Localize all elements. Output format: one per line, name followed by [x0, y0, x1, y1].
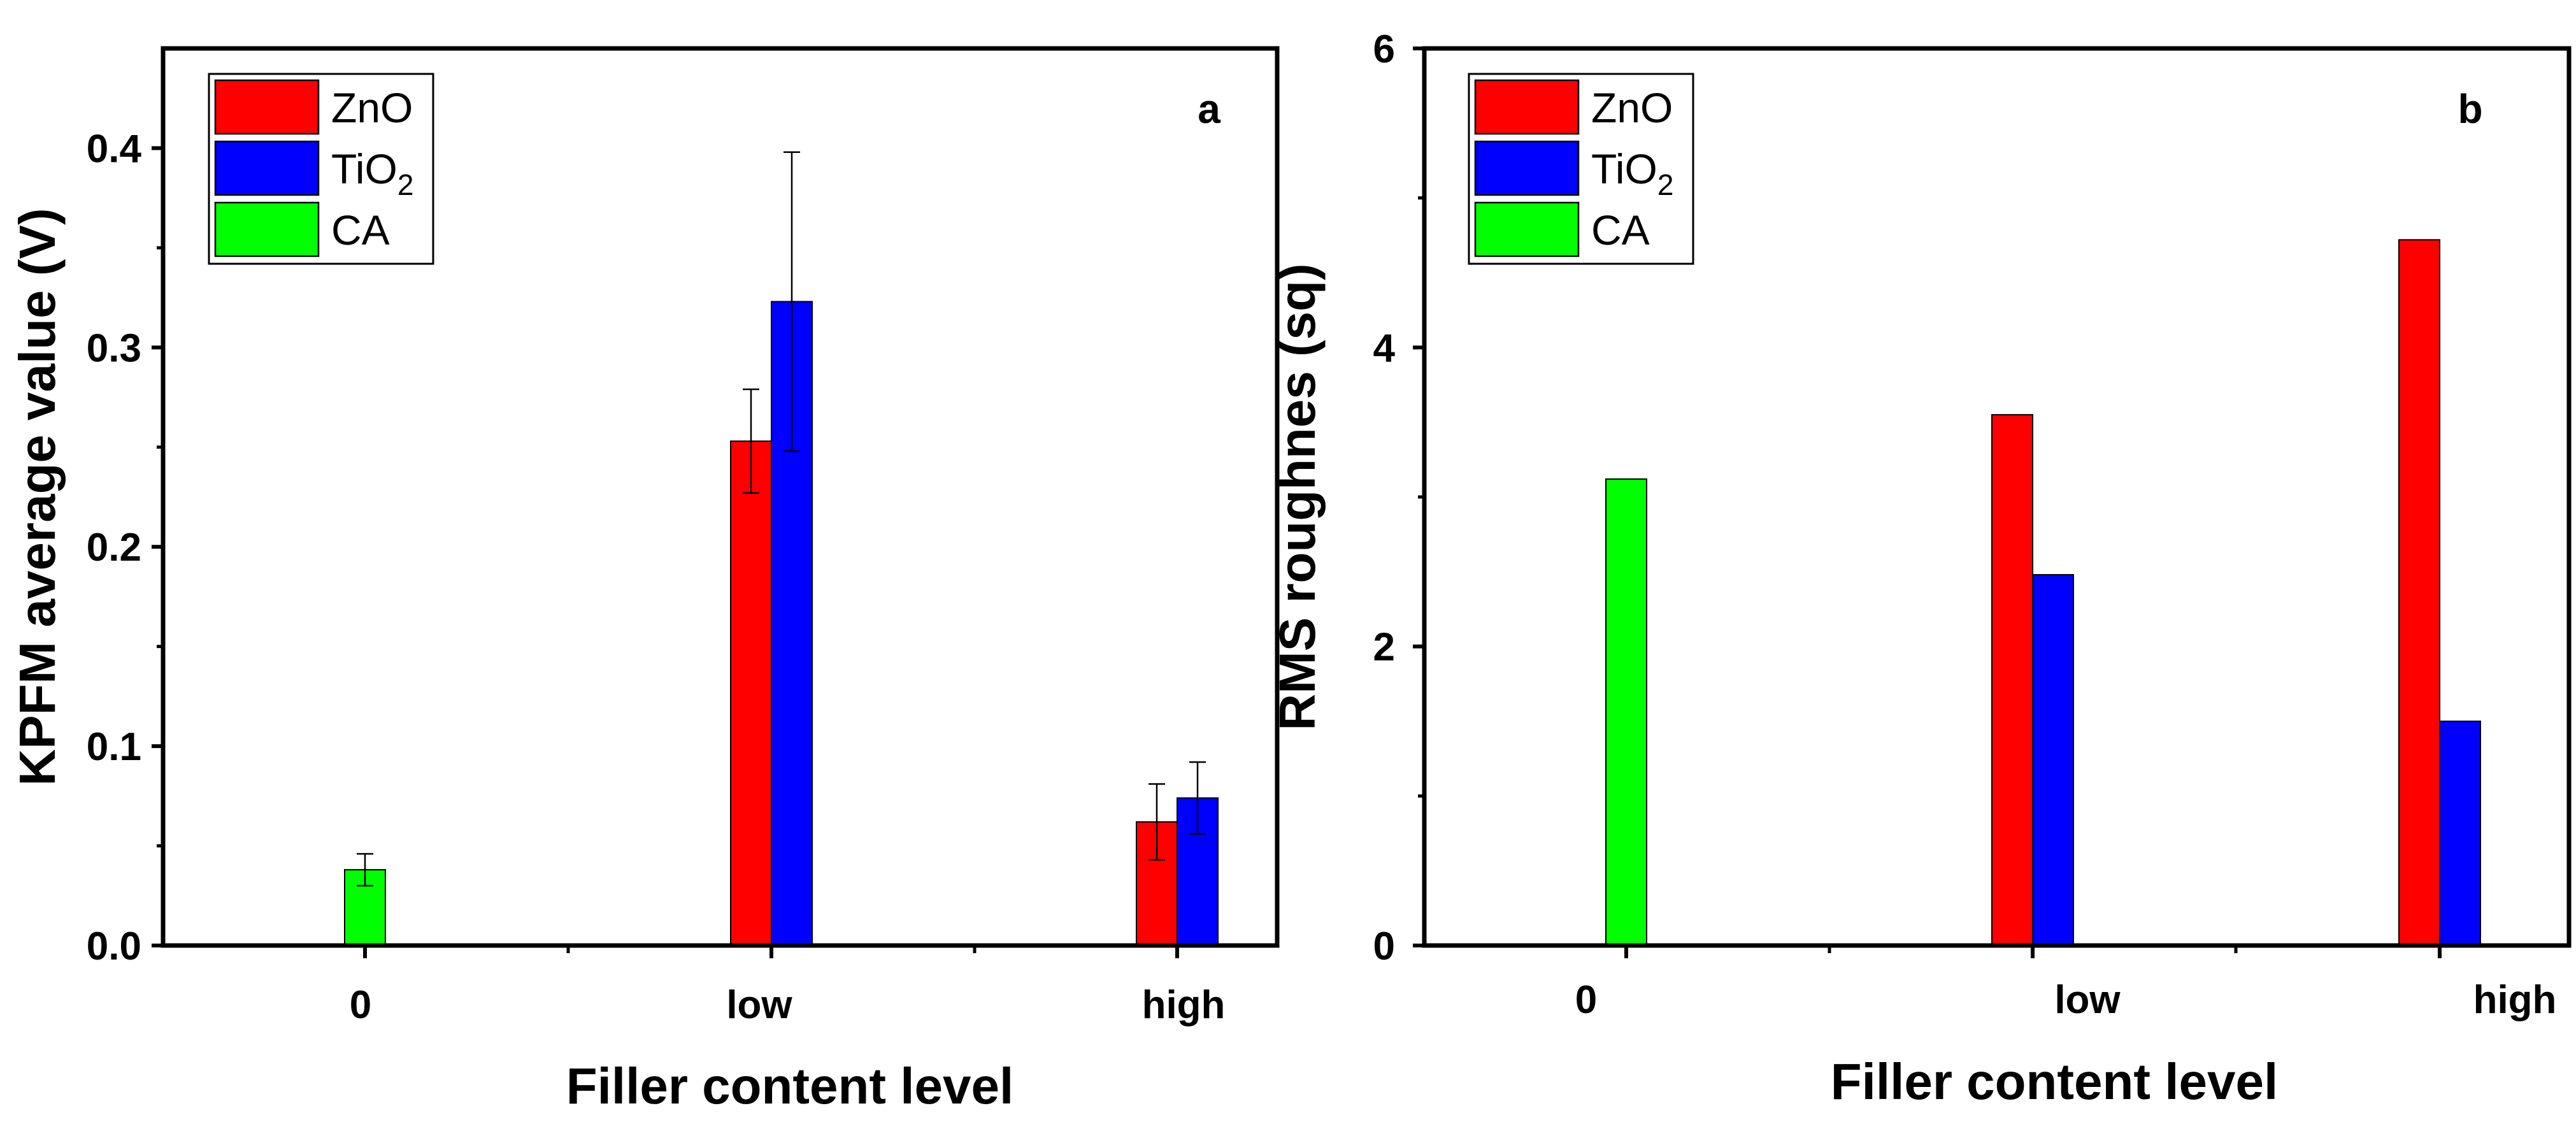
y-tick-label: 0.3 [87, 326, 141, 370]
legend-label-tio: TiO2 [1591, 145, 1673, 201]
y-tick-label: 6 [1373, 27, 1395, 71]
legend-label-text: ZnO [1591, 84, 1673, 131]
y-tick-label: 0.4 [87, 127, 142, 171]
legend-label-subscript: 2 [1657, 168, 1674, 201]
bar-ca-0 [1605, 478, 1647, 946]
legend-label-text: ZnO [331, 84, 413, 131]
x-category-label: high [1142, 983, 1226, 1027]
panel-a: 0.00.10.20.30.40 low highZnOTiO2CAaFiller … [9, 46, 1280, 1114]
y-tick-label: 0 [1373, 924, 1395, 968]
legend-label-ca: CA [331, 206, 390, 254]
legend-swatch-zno [214, 79, 320, 135]
x-axis-title: Filler content level [1831, 1053, 2278, 1110]
x-category-label: low [726, 983, 792, 1027]
x-axis-title: Filler content level [566, 1058, 1013, 1114]
legend-swatch-tio [1474, 140, 1580, 196]
plot-frame [161, 46, 1280, 948]
bar-tio-low [2032, 574, 2074, 946]
bar-zno-high [2398, 239, 2440, 947]
x-category-label: high [2473, 978, 2557, 1022]
legend-label-tio: TiO2 [331, 145, 413, 201]
legend-label-text: CA [1591, 206, 1650, 254]
y-tick-label: 4 [1373, 326, 1396, 370]
x-category-label: low [2054, 978, 2121, 1022]
legend-label-text: TiO [1591, 145, 1657, 192]
y-axis-title: RMS roughnes (sq) [1269, 263, 1326, 730]
y-tick-label: 0.0 [87, 924, 141, 968]
bar-zno-low [730, 440, 772, 946]
plot-frame [1422, 46, 2572, 948]
y-tick-label: 0.1 [87, 725, 141, 769]
legend-swatch-ca [1474, 201, 1580, 257]
legend-swatch-ca [214, 201, 320, 257]
bar-tio-high [2439, 721, 2481, 946]
x-category-label: 0 [350, 983, 371, 1027]
legend-label-zno: ZnO [331, 84, 413, 131]
legend-label-text: TiO [331, 145, 397, 192]
y-axis-title: KPFM average value (V) [9, 208, 66, 786]
legend-label-subscript: 2 [397, 168, 414, 201]
legend-label-ca: CA [1591, 206, 1650, 254]
x-category-label: 0 [1575, 978, 1597, 1022]
legend-label-zno: ZnO [1591, 84, 1673, 131]
legend-label-text: CA [331, 206, 390, 254]
y-tick-label: 2 [1373, 626, 1395, 670]
y-tick-label: 0.2 [87, 526, 141, 570]
panel-label: b [2458, 86, 2482, 132]
legend-swatch-tio [214, 140, 320, 196]
panel-label: a [1198, 86, 1220, 132]
legend-swatch-zno [1474, 79, 1580, 135]
bar-zno-low [1991, 413, 2033, 946]
